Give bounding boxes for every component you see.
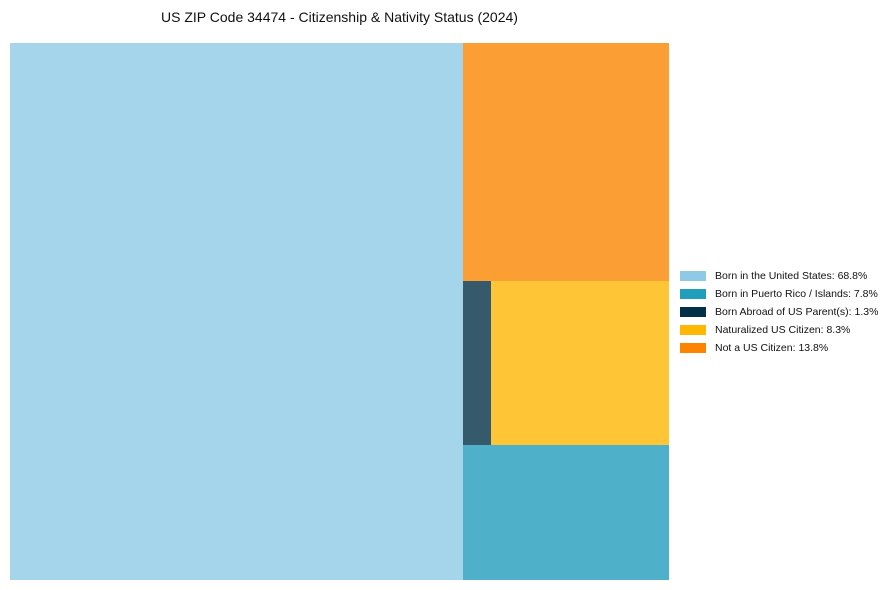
legend-swatch	[680, 271, 706, 281]
legend-label: Born Abroad of US Parent(s): 1.3%	[715, 306, 879, 318]
legend-item-born-abroad: Born Abroad of US Parent(s): 1.3%	[680, 303, 878, 321]
treemap-tile-born-abroad-of-us-parent-s	[463, 281, 491, 445]
legend-swatch	[680, 307, 706, 317]
legend-label: Not a US Citizen: 13.8%	[715, 342, 829, 354]
legend-item-born-us: Born in the United States: 68.8%	[680, 267, 878, 285]
legend-label: Born in Puerto Rico / Islands: 7.8%	[715, 288, 878, 300]
legend-item-born-puerto-rico: Born in Puerto Rico / Islands: 7.8%	[680, 285, 878, 303]
legend-swatch	[680, 343, 706, 353]
legend-swatch	[680, 289, 706, 299]
legend-item-not-citizen: Not a US Citizen: 13.8%	[680, 339, 878, 357]
legend-swatch	[680, 325, 706, 335]
treemap-tile-not-a-us-citizen	[463, 43, 669, 281]
treemap-tile-naturalized-us-citizen	[491, 281, 669, 445]
legend-item-naturalized: Naturalized US Citizen: 8.3%	[680, 321, 878, 339]
chart-title: US ZIP Code 34474 - Citizenship & Nativi…	[161, 9, 518, 25]
legend-label: Naturalized US Citizen: 8.3%	[715, 324, 851, 336]
treemap-tile-born-in-the-united-states	[10, 43, 463, 580]
treemap-tile-born-in-puerto-rico-islands	[463, 445, 669, 580]
legend: Born in the United States: 68.8% Born in…	[680, 267, 878, 357]
legend-label: Born in the United States: 68.8%	[715, 270, 868, 282]
